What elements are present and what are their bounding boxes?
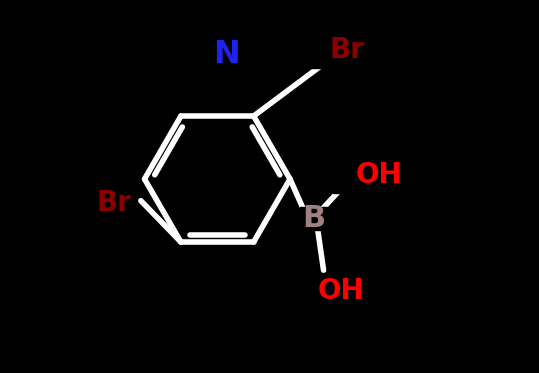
Text: OH: OH (318, 277, 364, 305)
Text: Br: Br (96, 189, 131, 217)
Bar (212, 42, 245, 66)
Bar (295, 273, 345, 309)
Bar (300, 207, 331, 229)
Text: B: B (303, 204, 326, 233)
Bar (74, 185, 123, 221)
Bar (333, 157, 382, 193)
Text: Br: Br (329, 36, 364, 65)
Text: N: N (213, 38, 240, 70)
Text: OH: OH (355, 161, 402, 189)
Bar (307, 32, 356, 68)
